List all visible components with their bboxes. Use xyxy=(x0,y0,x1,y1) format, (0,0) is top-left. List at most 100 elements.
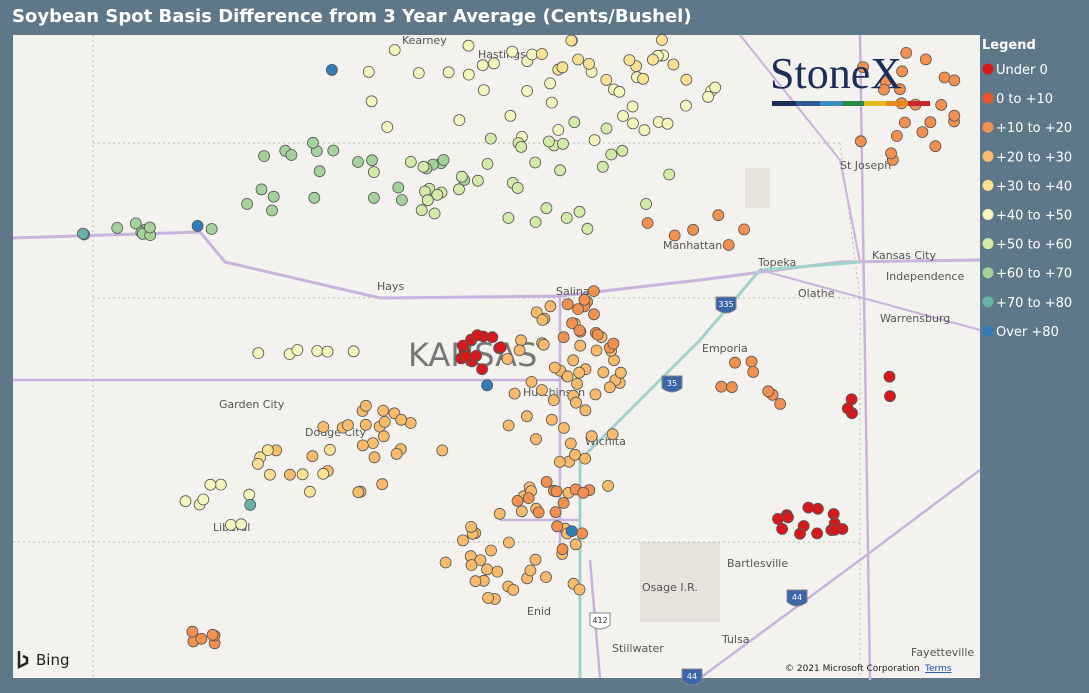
legend-label[interactable]: +40 to +50 xyxy=(996,209,1072,224)
location-dot[interactable] xyxy=(366,154,378,167)
location-dot[interactable] xyxy=(617,110,629,122)
location-dot[interactable] xyxy=(745,355,758,368)
legend-label[interactable]: Under 0 xyxy=(996,63,1048,78)
location-dot[interactable] xyxy=(501,353,514,365)
location-dot[interactable] xyxy=(317,467,330,480)
location-dot[interactable] xyxy=(179,495,192,508)
location-dot[interactable] xyxy=(551,520,563,533)
location-dot[interactable] xyxy=(532,506,545,519)
location-dot[interactable] xyxy=(204,478,217,491)
location-dot[interactable] xyxy=(841,402,854,415)
location-dot[interactable] xyxy=(263,468,276,481)
legend-label[interactable]: +20 to +30 xyxy=(996,150,1072,165)
location-dot[interactable] xyxy=(573,366,586,379)
location-dot[interactable] xyxy=(243,488,256,501)
location-dot[interactable] xyxy=(457,339,469,352)
location-dot[interactable] xyxy=(453,114,466,126)
location-dot[interactable] xyxy=(191,219,204,232)
location-dot[interactable] xyxy=(481,157,494,170)
location-dot[interactable] xyxy=(600,122,613,135)
location-dot[interactable] xyxy=(77,227,89,240)
location-dot[interactable] xyxy=(529,553,542,566)
location-dot[interactable] xyxy=(588,134,601,147)
location-dot[interactable] xyxy=(515,140,528,153)
location-dot[interactable] xyxy=(521,85,533,97)
location-dot[interactable] xyxy=(347,345,360,358)
legend-marker[interactable] xyxy=(982,92,994,104)
location-dot[interactable] xyxy=(583,58,595,70)
legend-label[interactable]: 0 to +10 xyxy=(996,92,1053,107)
location-dot[interactable] xyxy=(550,485,563,498)
location-dot[interactable] xyxy=(762,385,775,398)
location-dot[interactable] xyxy=(462,68,475,81)
location-dot[interactable] xyxy=(485,544,497,557)
location-dot[interactable] xyxy=(313,165,326,178)
location-dot[interactable] xyxy=(558,422,570,434)
location-dot[interactable] xyxy=(573,205,586,218)
location-dot[interactable] xyxy=(857,61,869,73)
legend-marker[interactable] xyxy=(982,150,994,162)
location-dot[interactable] xyxy=(477,84,490,96)
location-dot[interactable] xyxy=(129,217,142,230)
location-dot[interactable] xyxy=(488,57,500,70)
location-dot[interactable] xyxy=(729,356,741,369)
location-dot[interactable] xyxy=(365,95,378,108)
location-dot[interactable] xyxy=(376,478,389,491)
location-dot[interactable] xyxy=(587,285,600,298)
location-dot[interactable] xyxy=(663,168,676,181)
location-dot[interactable] xyxy=(854,135,867,148)
location-dot[interactable] xyxy=(412,67,425,79)
location-dot[interactable] xyxy=(476,59,489,72)
location-dot[interactable] xyxy=(283,468,296,481)
location-dot[interactable] xyxy=(548,361,561,374)
location-dot[interactable] xyxy=(255,183,268,196)
location-dot[interactable] xyxy=(506,45,519,58)
location-dot[interactable] xyxy=(437,154,450,166)
location-dot[interactable] xyxy=(368,451,381,464)
legend-marker[interactable] xyxy=(982,179,994,191)
location-dot[interactable] xyxy=(513,344,526,357)
location-dot[interactable] xyxy=(522,492,535,505)
location-dot[interactable] xyxy=(569,448,581,461)
location-dot[interactable] xyxy=(556,543,569,556)
location-dot[interactable] xyxy=(614,366,627,379)
location-dot[interactable] xyxy=(456,534,469,547)
location-dot[interactable] xyxy=(502,536,515,549)
location-dot[interactable] xyxy=(465,521,478,533)
location-dot[interactable] xyxy=(627,117,639,130)
location-dot[interactable] xyxy=(486,331,499,344)
location-dot[interactable] xyxy=(726,381,738,394)
location-dot[interactable] xyxy=(588,308,600,321)
location-dot[interactable] xyxy=(525,375,538,388)
location-dot[interactable] xyxy=(680,73,693,86)
location-dot[interactable] xyxy=(606,428,619,441)
location-dot[interactable] xyxy=(572,303,584,316)
location-dot[interactable] xyxy=(545,96,558,109)
location-dot[interactable] xyxy=(521,410,533,423)
location-dot[interactable] xyxy=(530,433,542,446)
location-dot[interactable] xyxy=(794,527,806,540)
location-dot[interactable] xyxy=(568,116,581,129)
location-dot[interactable] xyxy=(143,221,156,234)
location-dot[interactable] xyxy=(597,366,610,379)
location-dot[interactable] xyxy=(938,71,951,84)
location-dot[interactable] xyxy=(589,388,602,401)
location-dot[interactable] xyxy=(557,497,570,509)
location-dot[interactable] xyxy=(782,511,794,524)
location-dot[interactable] xyxy=(186,625,199,638)
location-dot[interactable] xyxy=(352,486,365,499)
location-dot[interactable] xyxy=(605,148,618,161)
location-dot[interactable] xyxy=(577,486,590,499)
location-dot[interactable] xyxy=(680,99,692,112)
location-dot[interactable] xyxy=(547,394,560,407)
location-dot[interactable] xyxy=(774,397,787,410)
location-dot[interactable] xyxy=(573,583,586,596)
legend-marker[interactable] xyxy=(982,238,994,250)
location-dot[interactable] xyxy=(482,592,495,604)
legend-marker[interactable] xyxy=(982,325,994,337)
legend-label[interactable]: +50 to +60 xyxy=(996,238,1072,253)
location-dot[interactable] xyxy=(484,132,497,145)
location-dot[interactable] xyxy=(812,502,824,515)
location-dot[interactable] xyxy=(638,124,651,137)
location-dot[interactable] xyxy=(916,126,929,139)
